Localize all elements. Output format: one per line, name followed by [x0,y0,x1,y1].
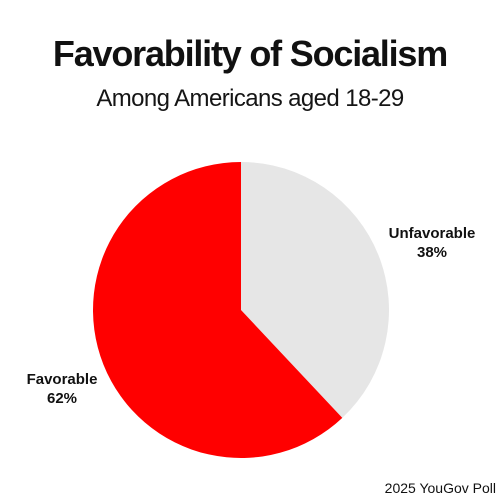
slice-label-unfavorable: Unfavorable 38% [372,224,492,262]
chart-subtitle: Among Americans aged 18-29 [96,85,404,112]
pie-slice-unfavorable [241,162,389,418]
slice-label-favorable-value: 62% [46,390,78,407]
source-note: 2025 YouGov Poll [384,480,496,496]
slice-label-unfavorable-value: 38% [416,244,448,261]
slice-label-favorable: Favorable 62% [2,370,122,408]
slice-label-unfavorable-name: Unfavorable [388,225,476,242]
chart-title: Favorability of Socialism [52,33,448,74]
pie-slice-favorable [92,162,343,458]
slice-label-favorable-name: Favorable [26,371,98,388]
